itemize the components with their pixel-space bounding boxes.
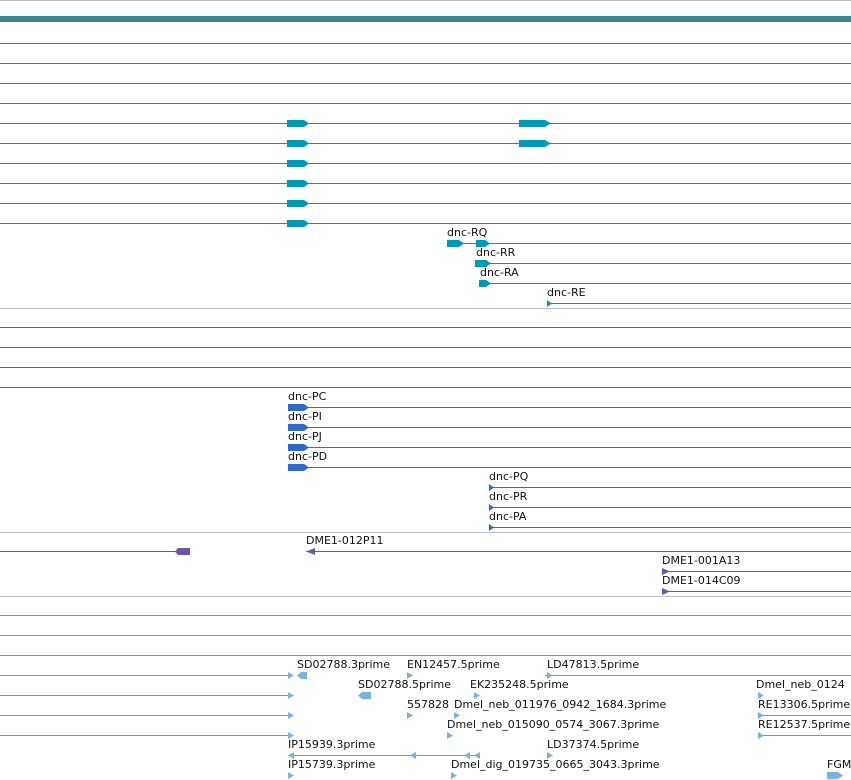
exon-arrow[interactable]: [475, 260, 491, 267]
clone-label[interactable]: DME1-014C09: [662, 574, 741, 587]
est-label[interactable]: Dmel_neb_011976_0942_1684.3prime: [454, 698, 666, 711]
cds-arrow[interactable]: [489, 484, 494, 491]
est-arrow[interactable]: [827, 772, 843, 779]
protein-features: [288, 404, 494, 531]
est-label[interactable]: LD37374.5prime: [547, 738, 639, 751]
transcript-labels: dnc-RQ dnc-RR dnc-RA dnc-RE: [447, 226, 586, 299]
clone-label[interactable]: DME1-001A13: [662, 554, 740, 567]
est-arrow[interactable]: [547, 672, 553, 679]
transcript-label[interactable]: dnc-RQ: [447, 226, 488, 239]
transcript-label[interactable]: dnc-RR: [476, 246, 516, 259]
exon-arrow[interactable]: [476, 240, 490, 247]
est-label[interactable]: EN12457.5prime: [407, 658, 500, 671]
clone-arrow[interactable]: [306, 548, 315, 555]
clone-arrow[interactable]: [662, 588, 670, 595]
est-label[interactable]: IP15739.3prime: [288, 758, 376, 771]
est-label[interactable]: SD02788.3prime: [297, 658, 390, 671]
est-label[interactable]: RE13306.5prime: [758, 698, 850, 711]
exon-arrow[interactable]: [447, 240, 464, 247]
exon-arrow[interactable]: [547, 300, 552, 307]
protein-track: [0, 327, 851, 528]
cds-arrow[interactable]: [288, 404, 309, 411]
cds-arrow[interactable]: [288, 444, 309, 451]
cds-arrow[interactable]: [489, 524, 494, 531]
exon-arrow[interactable]: [519, 120, 551, 127]
est-arrow[interactable]: [297, 672, 307, 679]
est-label[interactable]: FGM: [827, 758, 851, 771]
est-arrow[interactable]: [454, 712, 460, 719]
exon-arrow[interactable]: [287, 120, 309, 127]
est-label[interactable]: LD47813.5prime: [547, 658, 639, 671]
est-arrow[interactable]: [447, 732, 453, 739]
protein-labels: dnc-PC dnc-PI dnc-PJ dnc-PD dnc-PQ dnc-P…: [288, 390, 529, 523]
exon-arrow[interactable]: [519, 140, 551, 147]
est-arrow[interactable]: [758, 732, 764, 739]
transcript-track: [0, 43, 851, 304]
protein-label[interactable]: dnc-PR: [489, 490, 528, 503]
est-track: SD02788.3prime EN12457.5prime LD47813.5p…: [0, 658, 851, 779]
est-arrow[interactable]: [474, 752, 480, 759]
exon-arrow[interactable]: [287, 200, 309, 207]
track-header-bar: [0, 16, 851, 22]
est-label[interactable]: Dmel_dig_019735_0665_3043.3prime: [451, 758, 660, 771]
est-arrow[interactable]: [288, 672, 294, 679]
cds-arrow[interactable]: [489, 504, 494, 511]
est-arrow[interactable]: [288, 712, 294, 719]
protein-label[interactable]: dnc-PQ: [489, 470, 529, 483]
exon-arrow[interactable]: [479, 280, 491, 287]
protein-label[interactable]: dnc-PJ: [288, 430, 322, 443]
exon-arrow[interactable]: [287, 160, 309, 167]
est-arrow[interactable]: [288, 752, 294, 759]
cds-arrow[interactable]: [288, 464, 309, 471]
clone-label[interactable]: DME1-012P11: [306, 534, 384, 547]
est-arrow[interactable]: [758, 692, 764, 699]
est-label[interactable]: RE12537.5prime: [758, 718, 850, 731]
est-arrow[interactable]: [474, 692, 480, 699]
est-arrow[interactable]: [758, 712, 764, 719]
protein-label[interactable]: dnc-PC: [288, 390, 327, 403]
protein-label[interactable]: dnc-PI: [288, 410, 322, 423]
est-arrow[interactable]: [410, 752, 416, 759]
transcript-label[interactable]: dnc-RA: [480, 266, 519, 279]
est-arrow[interactable]: [358, 692, 371, 699]
transcript-exons: [287, 120, 552, 307]
est-arrow[interactable]: [464, 752, 470, 759]
est-label[interactable]: 557828: [407, 698, 449, 711]
clone-track: DME1-012P11 DME1-001A13 DME1-014C09: [0, 534, 851, 595]
protein-label[interactable]: dnc-PA: [489, 510, 527, 523]
est-arrow[interactable]: [407, 672, 413, 679]
est-label[interactable]: SD02788.5prime: [358, 678, 451, 691]
est-arrow[interactable]: [451, 772, 457, 779]
est-arrow[interactable]: [547, 752, 553, 759]
transcript-label[interactable]: dnc-RE: [547, 286, 586, 299]
est-label[interactable]: IP15939.3prime: [288, 738, 376, 751]
cds-arrow[interactable]: [288, 424, 309, 431]
exon-arrow[interactable]: [287, 220, 309, 227]
est-label[interactable]: EK235248.5prime: [470, 678, 569, 691]
clone-arrow[interactable]: [175, 548, 190, 555]
exon-arrow[interactable]: [287, 140, 309, 147]
est-label[interactable]: Dmel_neb_0124: [756, 678, 845, 691]
protein-label[interactable]: dnc-PD: [288, 450, 327, 463]
exon-arrow[interactable]: [287, 180, 309, 187]
est-arrow[interactable]: [288, 732, 294, 739]
est-arrow[interactable]: [288, 692, 294, 699]
clone-arrow[interactable]: [662, 568, 670, 575]
est-arrow[interactable]: [288, 772, 294, 779]
evidence-track: [0, 615, 851, 656]
est-label[interactable]: Dmel_neb_015090_0574_3067.3prime: [447, 718, 659, 731]
est-arrow[interactable]: [407, 712, 413, 719]
